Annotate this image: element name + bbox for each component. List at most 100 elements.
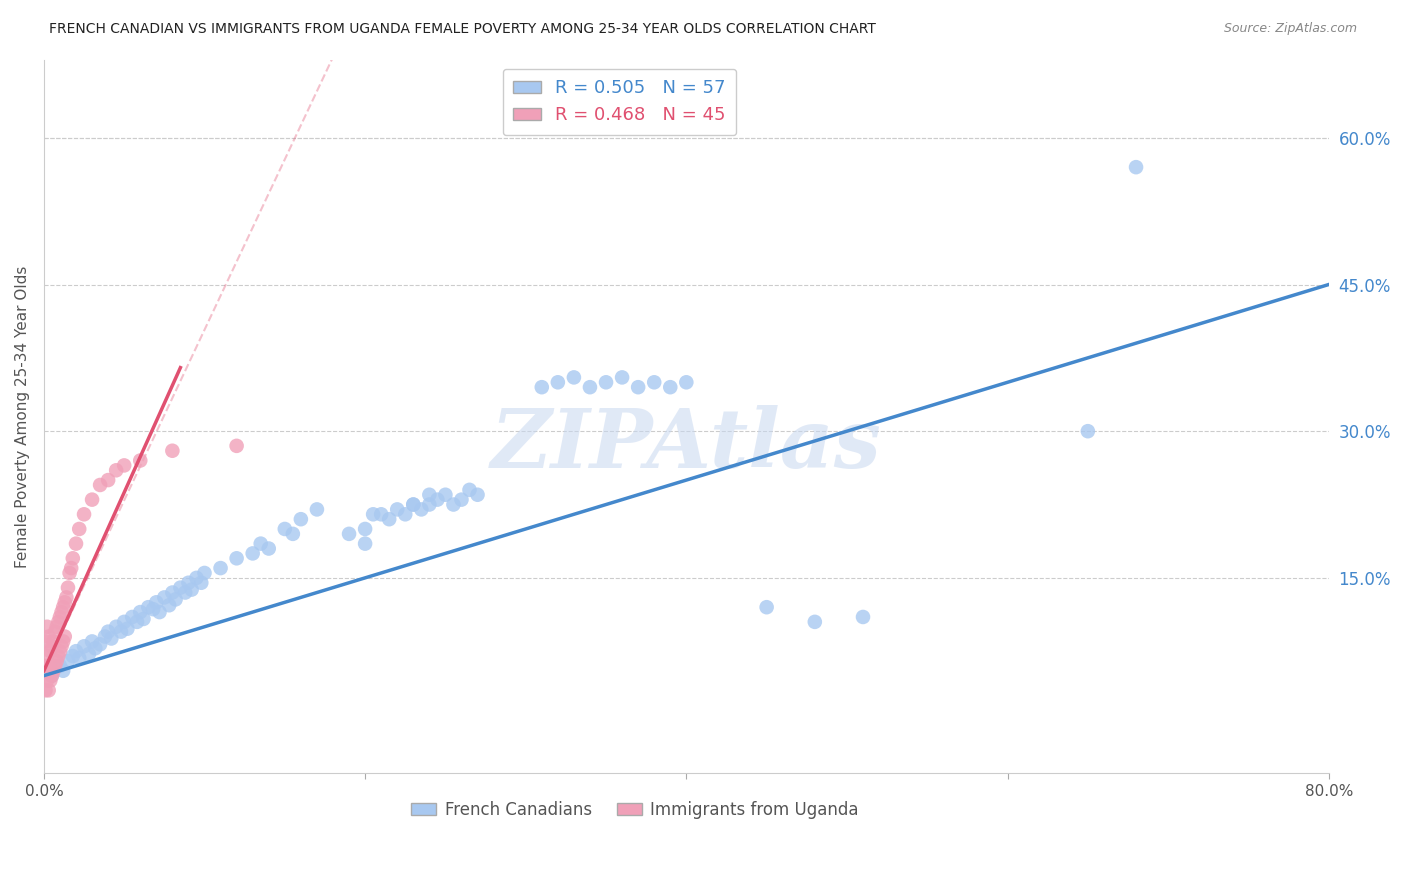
Point: [418, 488, 440, 502]
Point: [443, 498, 465, 512]
Point: [37, 620, 59, 634]
Point: [65, 644, 87, 658]
Point: [45, 654, 67, 668]
Point: [142, 602, 165, 616]
Point: [394, 508, 416, 522]
Point: [45, 620, 67, 634]
Point: [56, 581, 79, 595]
Point: [274, 522, 297, 536]
Point: [1077, 424, 1099, 438]
Point: [530, 380, 553, 394]
Point: [100, 632, 122, 646]
Point: [361, 508, 384, 522]
Point: [44, 624, 66, 639]
Point: [77, 647, 100, 661]
Point: [34, 658, 56, 673]
Point: [37, 673, 59, 688]
Point: [49, 644, 72, 658]
Point: [41, 668, 63, 682]
Point: [34, 683, 56, 698]
Point: [579, 380, 602, 394]
Point: [136, 600, 159, 615]
Point: [80, 634, 103, 648]
Point: [53, 595, 76, 609]
Point: [117, 622, 139, 636]
Point: [242, 546, 264, 560]
Point: [67, 522, 90, 536]
Point: [44, 658, 66, 673]
Point: [627, 380, 650, 394]
Point: [290, 512, 312, 526]
Point: [153, 591, 176, 605]
Point: [169, 581, 191, 595]
Point: [852, 610, 875, 624]
Point: [547, 376, 569, 390]
Point: [595, 376, 617, 390]
Point: [162, 585, 184, 599]
Point: [562, 370, 585, 384]
Point: [60, 561, 83, 575]
Point: [97, 624, 120, 639]
Point: [94, 630, 117, 644]
Point: [52, 664, 75, 678]
Point: [402, 498, 425, 512]
Point: [112, 458, 135, 473]
Point: [804, 615, 827, 629]
Point: [58, 566, 80, 580]
Point: [129, 453, 152, 467]
Point: [121, 610, 143, 624]
Point: [42, 634, 65, 648]
Point: [458, 483, 481, 497]
Point: [411, 502, 433, 516]
Point: [281, 526, 304, 541]
Point: [225, 551, 247, 566]
Point: [190, 575, 212, 590]
Point: [53, 630, 76, 644]
Point: [89, 478, 111, 492]
Point: [110, 624, 132, 639]
Point: [41, 668, 63, 682]
Point: [38, 630, 60, 644]
Text: ZIPAtlas: ZIPAtlas: [491, 405, 882, 485]
Point: [162, 443, 184, 458]
Point: [38, 683, 60, 698]
Point: [370, 508, 392, 522]
Point: [42, 664, 65, 678]
Point: [174, 585, 197, 599]
Point: [755, 600, 778, 615]
Point: [89, 637, 111, 651]
Point: [56, 654, 79, 668]
Point: [467, 488, 489, 502]
Point: [105, 620, 128, 634]
Point: [52, 600, 75, 615]
Point: [84, 641, 107, 656]
Point: [129, 605, 152, 619]
Point: [55, 591, 77, 605]
Point: [426, 492, 449, 507]
Text: FRENCH CANADIAN VS IMMIGRANTS FROM UGANDA FEMALE POVERTY AMONG 25-34 YEAR OLDS C: FRENCH CANADIAN VS IMMIGRANTS FROM UGAND…: [49, 22, 876, 37]
Point: [450, 492, 472, 507]
Point: [112, 615, 135, 629]
Text: Source: ZipAtlas.com: Source: ZipAtlas.com: [1223, 22, 1357, 36]
Point: [249, 536, 271, 550]
Point: [418, 498, 440, 512]
Point: [180, 582, 202, 597]
Point: [38, 658, 60, 673]
Point: [675, 376, 697, 390]
Point: [67, 651, 90, 665]
Point: [73, 508, 96, 522]
Point: [157, 599, 180, 613]
Y-axis label: Female Poverty Among 25-34 Year Olds: Female Poverty Among 25-34 Year Olds: [15, 265, 30, 567]
Point: [186, 571, 208, 585]
Point: [46, 649, 69, 664]
Point: [46, 615, 69, 629]
Point: [337, 526, 360, 541]
Point: [148, 605, 170, 619]
Point: [177, 575, 200, 590]
Point: [49, 658, 72, 673]
Point: [165, 592, 187, 607]
Point: [434, 488, 457, 502]
Point: [610, 370, 633, 384]
Point: [37, 649, 59, 664]
Point: [387, 502, 409, 516]
